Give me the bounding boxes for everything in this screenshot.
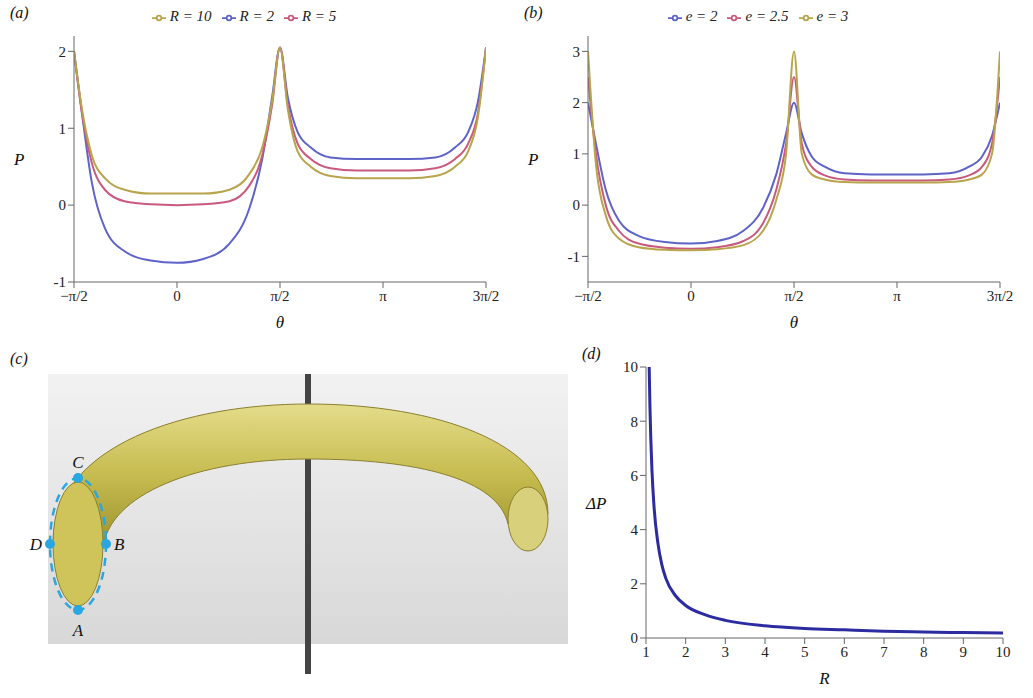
svg-text:1: 1 [642, 644, 650, 660]
svg-text:0: 0 [173, 288, 181, 304]
svg-text:0: 0 [687, 288, 695, 304]
html-text:R = 5: R = 5 [301, 8, 337, 24]
html-text:(a): (a) [10, 4, 29, 21]
svg-text:0: 0 [631, 630, 639, 646]
svg-text:A: A [72, 621, 84, 640]
html-text:(d): (d) [582, 345, 601, 362]
svg-text:4: 4 [631, 522, 639, 538]
svg-text:10: 10 [996, 644, 1011, 660]
svg-text:9: 9 [960, 644, 968, 660]
svg-text:π/2: π/2 [784, 288, 803, 304]
svg-text:π: π [893, 288, 901, 304]
html-text:R = 2: R = 2 [239, 8, 274, 24]
svg-text:2: 2 [682, 644, 690, 660]
html-text:e = 3: e = 3 [816, 8, 849, 24]
svg-text:10: 10 [623, 359, 638, 375]
svg-text:6: 6 [631, 468, 639, 484]
html-text:e = 2: e = 2 [685, 8, 718, 24]
svg-text:π/2: π/2 [270, 288, 289, 304]
svg-text:0: 0 [59, 197, 67, 213]
svg-text:2: 2 [631, 576, 639, 592]
svg-text:ΔP: ΔP [585, 494, 606, 513]
svg-text:-1: -1 [568, 249, 581, 265]
svg-text:3π/2: 3π/2 [473, 288, 500, 304]
svg-text:8: 8 [631, 414, 639, 430]
svg-text:3π/2: 3π/2 [987, 288, 1014, 304]
svg-text:8: 8 [920, 644, 928, 660]
svg-text:D: D [29, 535, 43, 554]
svg-text:C: C [72, 453, 84, 472]
svg-text:θ: θ [276, 313, 284, 332]
html-text:(c): (c) [10, 350, 28, 367]
svg-text:−π/2: −π/2 [574, 288, 602, 304]
svg-text:-1: -1 [54, 274, 67, 290]
svg-text:6: 6 [841, 644, 849, 660]
svg-text:P: P [527, 150, 538, 169]
svg-text:7: 7 [880, 644, 888, 660]
svg-text:1: 1 [573, 146, 581, 162]
svg-text:0: 0 [573, 197, 581, 213]
html-text:e = 2.5: e = 2.5 [745, 8, 789, 24]
svg-text:B: B [114, 535, 125, 554]
svg-text:π: π [379, 288, 387, 304]
svg-text:P: P [13, 150, 24, 169]
svg-text:2: 2 [59, 44, 67, 60]
svg-text:−π/2: −π/2 [60, 287, 88, 304]
svg-text:5: 5 [801, 644, 809, 660]
svg-text:θ: θ [790, 313, 798, 332]
svg-text:3: 3 [722, 644, 730, 660]
svg-text:R: R [818, 669, 830, 688]
svg-text:2: 2 [573, 95, 581, 111]
html-text:(b): (b) [524, 4, 543, 21]
svg-text:1: 1 [59, 121, 67, 137]
svg-text:4: 4 [761, 644, 769, 660]
html-text:R = 10: R = 10 [169, 8, 212, 24]
svg-text:3: 3 [573, 44, 581, 60]
